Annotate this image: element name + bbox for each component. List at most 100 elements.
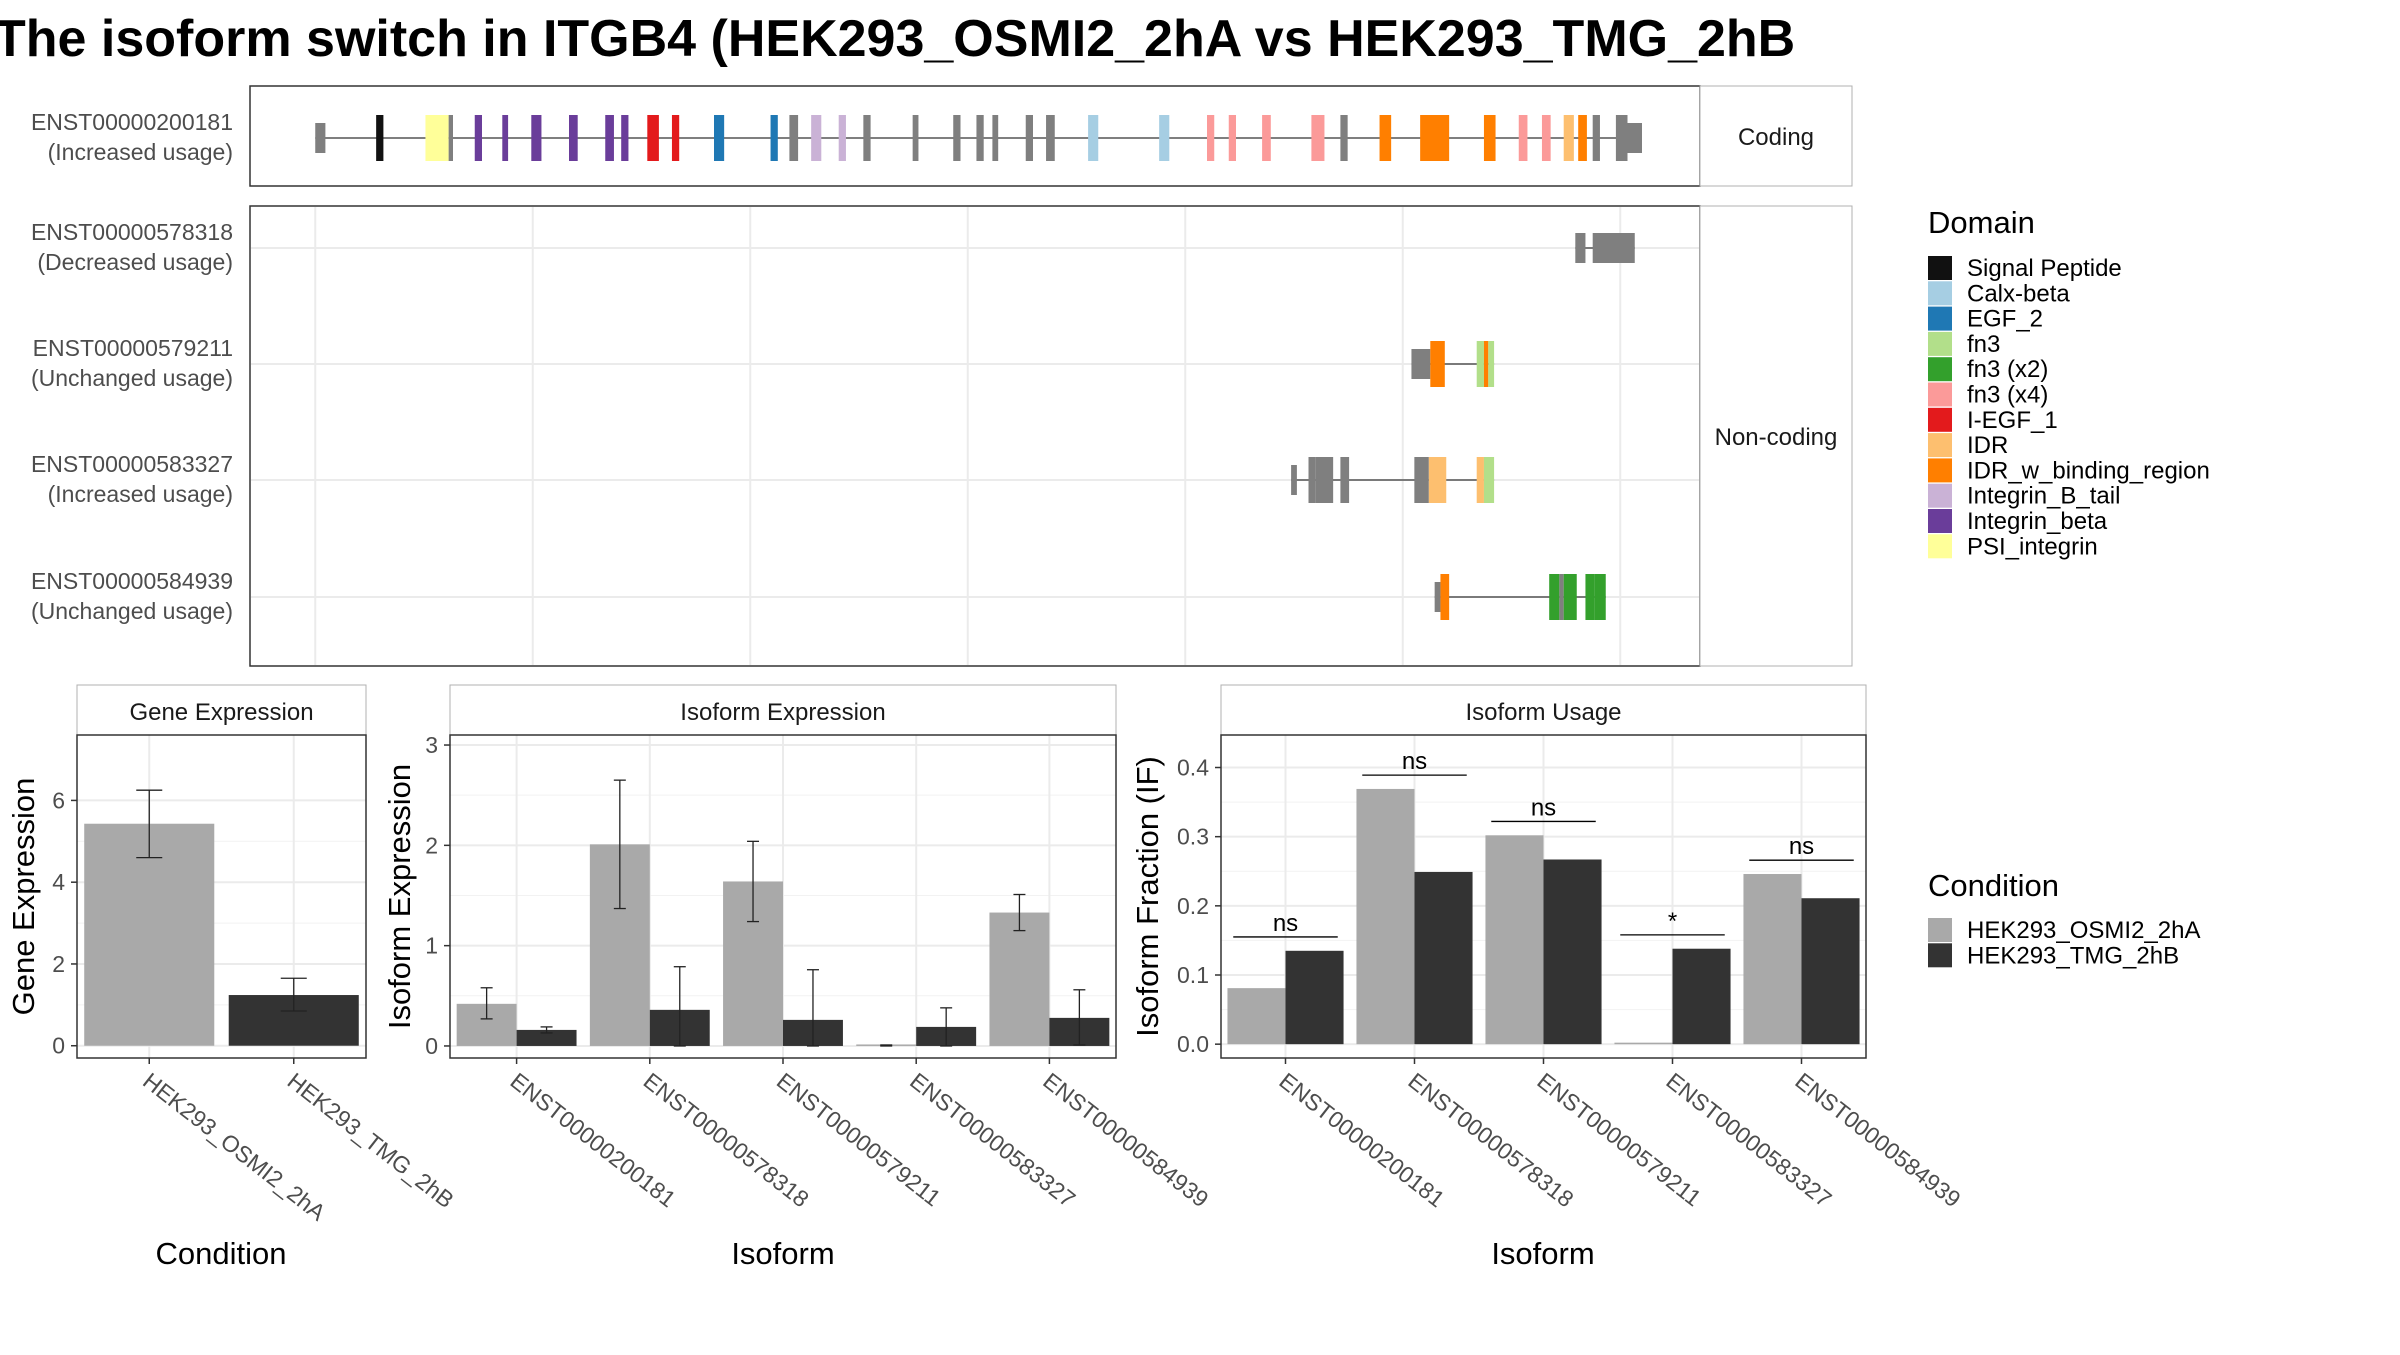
exon-block: [1262, 115, 1271, 161]
exon-block: [1563, 574, 1577, 620]
exon-block: [770, 115, 778, 161]
exon-block: [1518, 115, 1528, 161]
exon-block: [714, 115, 725, 161]
bar: [1285, 950, 1344, 1045]
bar: [1227, 988, 1286, 1045]
domain-legend-swatch: [1928, 433, 1952, 458]
exon-block: [1483, 341, 1489, 387]
figure-title: The isoform switch in ITGB4 (HEK293_OSMI…: [0, 10, 1795, 68]
chart-ytick-label: 1: [425, 933, 438, 959]
exon-block: [1440, 574, 1450, 620]
bar: [1414, 871, 1473, 1045]
domain-legend-label: I-EGF_1: [1967, 407, 2058, 434]
exon-block: [1046, 115, 1055, 161]
exon-block: [1585, 574, 1595, 620]
exon-block: [621, 115, 629, 161]
chart-ytick-label: 0: [52, 1033, 65, 1059]
chart-ylabel: Isoform Expression: [382, 764, 417, 1029]
exon-block: [838, 115, 846, 161]
domain-legend-label: fn3 (x2): [1967, 356, 2048, 383]
bar: [1485, 835, 1544, 1045]
coding-strip: [1699, 85, 1853, 187]
coding-panel: [249, 85, 1701, 187]
transcript-usage-label: (Unchanged usage): [31, 365, 233, 391]
exon-block: [1627, 123, 1642, 153]
exon-block: [1559, 574, 1564, 620]
exon-block: [1291, 465, 1297, 495]
chart-strip: [449, 684, 1117, 736]
chart-strip: [1220, 684, 1867, 736]
chart-ytick-label: 2: [425, 832, 438, 858]
condition-legend-swatch: [1928, 918, 1952, 942]
domain-legend-label: EGF_2: [1967, 306, 2043, 333]
chart-ytick-label: 2: [52, 951, 65, 977]
bar: [1614, 1042, 1673, 1045]
exon-block: [569, 115, 578, 161]
domain-legend-label: Signal Peptide: [1967, 255, 2122, 282]
exon-block: [1088, 115, 1099, 161]
transcript-usage-label: (Unchanged usage): [31, 598, 233, 624]
domain-legend-swatch: [1928, 458, 1952, 483]
exon-block: [863, 115, 871, 161]
chart-ylabel: Isoform Fraction (IF): [1130, 756, 1165, 1037]
domain-legend-swatch: [1928, 483, 1952, 508]
noncoding-strip-label: Non-coding: [1715, 424, 1838, 451]
chart-ytick-label: 4: [52, 869, 65, 895]
chart-ytick-label: 6: [52, 787, 65, 813]
domain-legend-swatch: [1928, 256, 1952, 280]
bar: [1356, 788, 1415, 1045]
domain-legend-title: Domain: [1928, 205, 2035, 240]
exon-block: [1476, 341, 1484, 387]
chart-panel-border: [76, 734, 367, 1059]
domain-legend-label: Integrin_B_tail: [1967, 483, 2120, 510]
exon-block: [1308, 457, 1316, 503]
exon-block: [1578, 115, 1587, 161]
domain-legend-label: fn3: [1967, 331, 2000, 358]
domain-legend-label: IDR: [1967, 432, 2008, 459]
chart-ytick-label: 3: [425, 732, 438, 758]
exon-block: [1340, 115, 1348, 161]
domain-legend-swatch: [1928, 509, 1952, 533]
exon-block: [1228, 115, 1236, 161]
exon-block: [811, 115, 822, 161]
domain-legend-swatch: [1928, 306, 1952, 331]
exon-block: [1434, 582, 1441, 612]
bar: [989, 912, 1050, 1046]
exon-block: [1592, 233, 1635, 263]
exon-block: [647, 115, 659, 161]
exon-block: [1594, 574, 1606, 620]
exon-block: [1428, 457, 1447, 503]
exon-block: [992, 115, 999, 161]
chart-strip: [76, 684, 367, 736]
chart-ylabel: Gene Expression: [6, 778, 41, 1016]
significance-label: ns: [1402, 748, 1427, 775]
noncoding-panel: [249, 205, 1701, 667]
exon-block: [1420, 115, 1450, 161]
domain-legend-swatch: [1928, 407, 1952, 432]
exon-block: [1430, 341, 1445, 387]
exon-block: [448, 115, 453, 161]
chart-strip-label: Isoform Expression: [680, 699, 885, 726]
coding-strip-label: Coding: [1738, 124, 1814, 151]
exon-block: [1488, 341, 1495, 387]
chart-xlabel: Isoform: [731, 1236, 834, 1271]
domain-legend-swatch: [1928, 357, 1952, 382]
exon-block: [953, 115, 961, 161]
exon-block: [1411, 349, 1431, 379]
exon-block: [912, 115, 919, 161]
exon-block: [474, 115, 482, 161]
significance-label: ns: [1789, 833, 1814, 860]
domain-legend-label: fn3 (x4): [1967, 382, 2048, 409]
bar: [1743, 874, 1802, 1045]
exon-block: [502, 115, 509, 161]
bar: [1801, 898, 1860, 1045]
exon-block: [1159, 115, 1170, 161]
exon-block: [976, 115, 984, 161]
exon-block: [1414, 457, 1429, 503]
domain-legend-label: Calx-beta: [1967, 280, 2070, 307]
exon-block: [1615, 115, 1628, 161]
significance-label: *: [1668, 908, 1677, 935]
chart-ytick-label: 0.2: [1177, 893, 1209, 919]
